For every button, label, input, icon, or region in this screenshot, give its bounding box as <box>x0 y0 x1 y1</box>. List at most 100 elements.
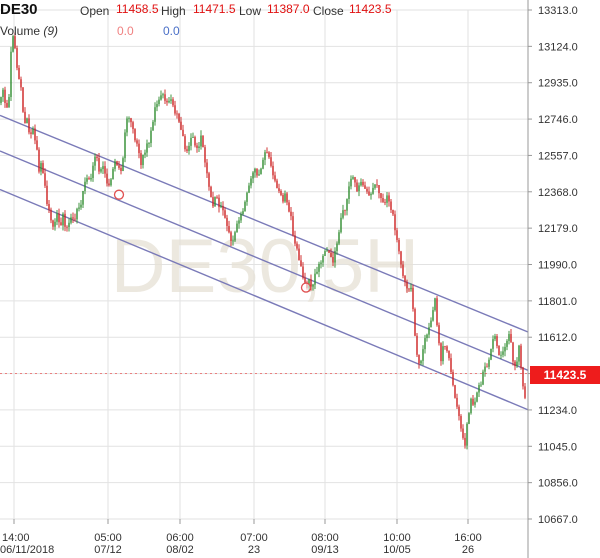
candle-body <box>168 100 170 103</box>
candle-body <box>54 221 56 227</box>
x-tick-time: 05:00 <box>94 532 122 544</box>
candle-body <box>334 250 336 263</box>
candle-body <box>110 179 112 186</box>
candle-body <box>118 165 120 168</box>
candle-body <box>332 257 334 263</box>
candle-body <box>100 169 102 172</box>
candle-body <box>474 401 476 405</box>
candle-body <box>26 118 28 124</box>
candle-body <box>366 188 368 192</box>
candle-body <box>248 185 250 193</box>
candle-body <box>244 201 246 212</box>
candle-body <box>144 152 146 155</box>
candle-body <box>80 204 82 208</box>
candle-body <box>236 223 238 233</box>
candle-body <box>296 243 298 249</box>
candle-body <box>410 287 412 290</box>
candle-body <box>450 358 452 372</box>
candle-body <box>162 94 164 96</box>
candle-body <box>426 334 428 339</box>
candle-body <box>258 174 260 176</box>
candle-body <box>498 345 500 356</box>
candle-body <box>176 113 178 115</box>
candle-body <box>166 100 168 103</box>
candle-body <box>510 334 512 343</box>
y-tick-label: 13313.0 <box>538 5 578 17</box>
candle-body <box>4 89 6 103</box>
channel-markers <box>0 189 528 374</box>
x-tick-time: 08:00 <box>311 532 339 544</box>
candle-body <box>340 217 342 233</box>
candle-body <box>372 187 374 194</box>
candle-body <box>230 232 232 241</box>
candle-body <box>28 118 30 133</box>
candle-body <box>228 226 230 233</box>
candle-body <box>170 99 172 101</box>
channel-anchor-marker <box>300 282 312 293</box>
candle-body <box>492 339 494 349</box>
candle-body <box>128 118 130 119</box>
low-label: Low <box>239 4 262 18</box>
candle-body <box>222 205 224 211</box>
candle-body <box>390 201 392 211</box>
x-tick-time: 14:00 <box>2 532 30 544</box>
candle-body <box>320 262 322 264</box>
candle-body <box>380 193 382 199</box>
channel-line-upper <box>0 114 529 333</box>
candle-body <box>300 260 302 267</box>
candle-body <box>470 398 472 414</box>
candle-body <box>384 201 386 203</box>
candle-body <box>326 250 328 252</box>
candle-body <box>404 275 406 282</box>
candle-body <box>396 230 398 240</box>
candle-body <box>414 309 416 336</box>
candle-body <box>284 193 286 202</box>
candle-body <box>358 185 360 192</box>
candle-body <box>138 143 140 154</box>
candle-body <box>242 211 244 215</box>
candle-body <box>142 154 144 166</box>
candle-body <box>378 185 380 194</box>
candle-body <box>324 251 326 256</box>
candle-body <box>456 397 458 407</box>
y-tick-label: 12179.0 <box>538 223 578 235</box>
candle-body <box>160 95 162 100</box>
candle-body <box>464 437 466 446</box>
candle-body <box>238 220 240 224</box>
y-tick-label: 12746.0 <box>538 114 578 126</box>
candle-body <box>58 213 60 223</box>
candle-body <box>330 252 332 258</box>
candle-body <box>428 327 430 335</box>
candle-body <box>460 416 462 429</box>
close-value: 11423.5 <box>349 2 392 16</box>
candle-body <box>418 354 420 364</box>
x-tick-time: 06:00 <box>166 532 194 544</box>
candle-body <box>436 298 438 326</box>
candle-body <box>152 121 154 131</box>
candle-body <box>140 153 142 166</box>
candle-body <box>506 340 508 347</box>
candle-body <box>310 279 312 287</box>
candle-body <box>122 158 124 171</box>
candle-body <box>22 87 24 112</box>
candle-body <box>246 192 248 202</box>
candle-body <box>208 173 210 187</box>
candle-body <box>108 183 110 186</box>
candle-body <box>250 178 252 186</box>
candle-body <box>68 222 70 228</box>
candle-body <box>64 213 66 227</box>
candle-body <box>158 99 160 105</box>
candle-body <box>458 406 460 417</box>
candle-body <box>32 128 34 134</box>
candle-body <box>504 346 506 352</box>
open-value: 11458.5 <box>116 2 159 16</box>
candle-body <box>294 235 296 244</box>
candle-body <box>182 129 184 137</box>
volume-indicator-label[interactable]: Volume (9) <box>0 24 59 38</box>
x-tick-date: 09/13 <box>311 544 339 556</box>
candle-body <box>376 184 378 186</box>
candle-body <box>370 193 372 196</box>
candle-body <box>2 89 4 98</box>
candle-body <box>452 371 454 386</box>
